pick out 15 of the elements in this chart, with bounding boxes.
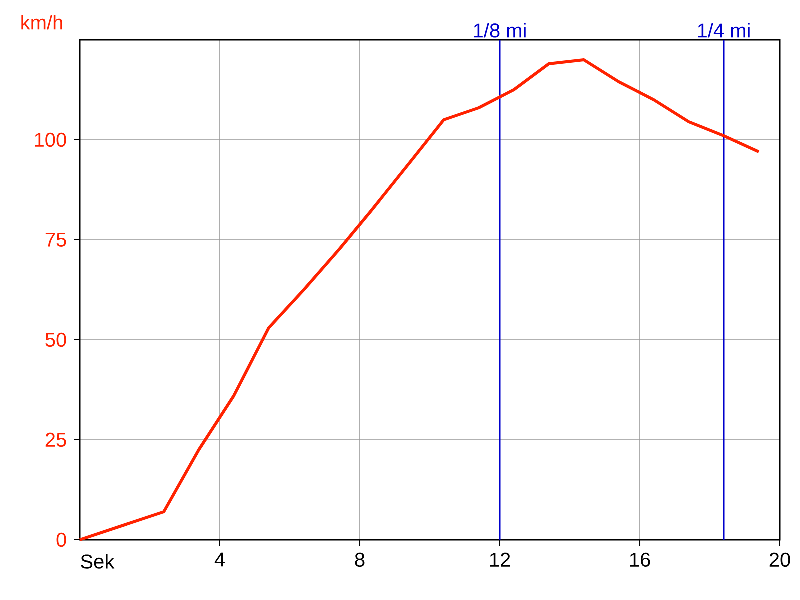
y-tick-label: 50 xyxy=(46,332,66,348)
y-tick-label: 25 xyxy=(46,432,66,448)
x-tick-label: 20 xyxy=(770,552,790,568)
y-axis-title: km/h xyxy=(22,15,62,30)
x-tick-label: 4 xyxy=(214,552,225,567)
x-tick-label: 12 xyxy=(490,552,510,567)
x-axis-title: Sek xyxy=(81,554,115,569)
x-tick-label: 8 xyxy=(355,552,365,568)
y-tick-label: 75 xyxy=(46,233,66,247)
y-tick-label: 0 xyxy=(56,532,66,548)
ref-line-label: 1/8 mi xyxy=(474,23,526,38)
ref-line-label: 1/4 mi xyxy=(698,23,750,38)
line-series xyxy=(78,58,761,542)
y-tick-label: 100 xyxy=(35,132,66,148)
x-tick-label: 16 xyxy=(630,552,650,568)
